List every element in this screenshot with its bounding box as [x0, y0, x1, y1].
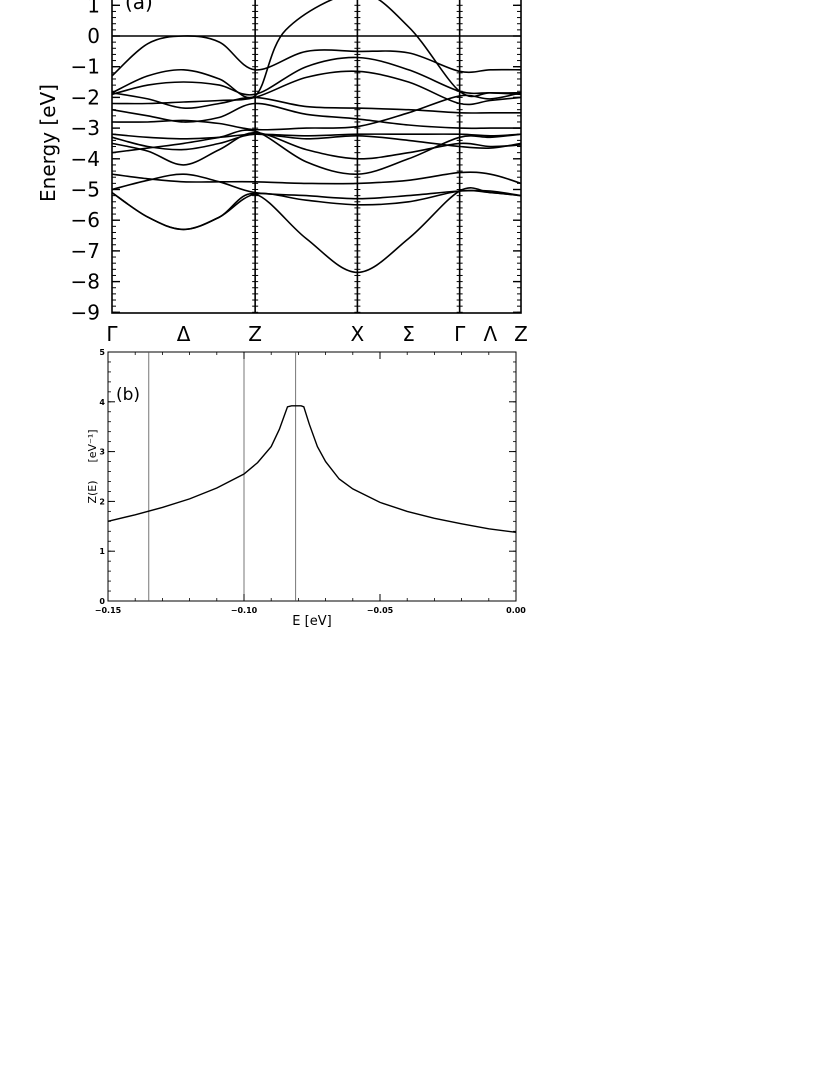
y-tick-label: −9 [71, 300, 100, 324]
band-line [111, 133, 522, 151]
y-tick-label: −6 [71, 208, 100, 232]
panel-b-ticks: −0.15 −0.10 −0.05 0.00 0 1 2 3 4 5 [95, 348, 527, 615]
x-tick-label: −0.10 [231, 606, 258, 615]
band-line [111, 171, 522, 185]
y-tick-label: 1 [99, 547, 105, 556]
x-tick-label: −0.05 [367, 606, 394, 615]
band-line [111, 92, 521, 114]
y-tick-label: −8 [71, 270, 100, 294]
band-curves [111, 0, 522, 274]
y-tick-label: 4 [99, 398, 105, 407]
panel-b-y-axis-label-group: Z(E) [eV⁻¹] [86, 429, 99, 503]
k-point-label: X [351, 322, 365, 346]
x-tick-label: 0.00 [506, 606, 526, 615]
k-point-label: Γ [106, 322, 118, 346]
k-point-label: Δ [177, 322, 191, 346]
y-tick-label: −5 [71, 178, 100, 202]
band-line [111, 56, 522, 96]
band-line [111, 133, 522, 140]
x-tick-label: −0.15 [95, 606, 122, 615]
band-line [111, 187, 522, 274]
y-tick-label: 3 [99, 448, 105, 457]
band-line [111, 35, 522, 77]
panel-a-frame [111, 0, 522, 314]
k-point-label: Z [248, 322, 262, 346]
panel-a-label: (a) [125, 0, 153, 14]
panel-a-y-ticks: 1 0 −1 −2 −3 −4 −5 −6 −7 −8 −9 [71, 0, 521, 324]
y-tick-label: −1 [71, 55, 100, 79]
panel-a-y-axis-label: Energy [eV] [36, 84, 60, 202]
y-tick-label: −7 [71, 239, 100, 263]
reference-lines [148, 352, 297, 601]
panel-b-x-axis-label: E [eV] [292, 614, 331, 629]
y-tick-label: 5 [99, 348, 105, 357]
symmetry-lines [252, 0, 463, 313]
y-tick-label: 0 [99, 597, 105, 606]
y-tick-label: 2 [99, 497, 105, 506]
panel-b: −0.15 −0.10 −0.05 0.00 0 1 2 3 4 5 (b) E [eV] Z(E… [86, 348, 526, 629]
ze-curve [107, 405, 517, 533]
y-tick-label: −3 [71, 116, 100, 140]
panel-b-label: (b) [116, 385, 140, 405]
k-point-label: Λ [483, 322, 497, 346]
k-point-label: Σ [402, 322, 415, 346]
panel-b-y-axis-unit: [eV⁻¹] [86, 429, 99, 462]
panel-b-y-axis-label: Z(E) [86, 480, 99, 503]
k-point-label: Z [514, 322, 528, 346]
y-tick-label: −2 [71, 85, 100, 109]
panel-b-frame [107, 351, 517, 602]
y-tick-label: −4 [71, 147, 100, 171]
k-point-label: Γ [454, 322, 466, 346]
band-line [111, 70, 522, 106]
y-tick-label: 0 [87, 24, 100, 48]
band-line [111, 129, 522, 176]
band-line [111, 131, 522, 166]
y-tick-label: 1 [87, 0, 100, 17]
band-line [111, 92, 522, 131]
